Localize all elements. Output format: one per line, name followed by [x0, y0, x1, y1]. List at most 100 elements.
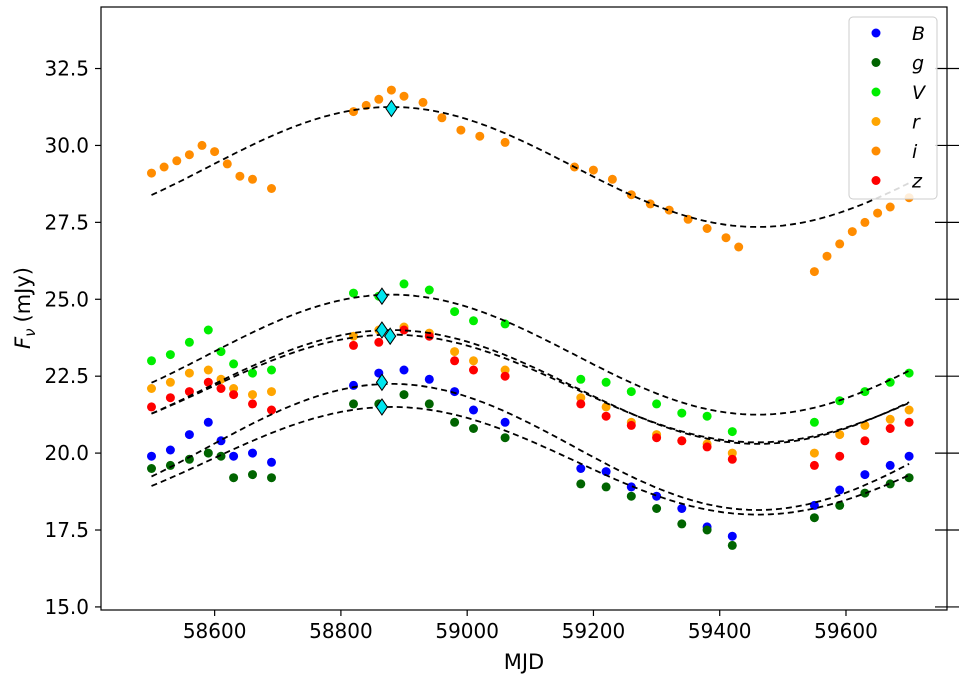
point-V-5: [229, 359, 239, 369]
y-axis-label-symbol: F: [11, 336, 35, 349]
point-g-7: [267, 473, 276, 483]
point-i-30: [809, 267, 819, 277]
point-z-20: [702, 442, 712, 452]
point-z-14: [500, 371, 510, 381]
point-z-0: [147, 402, 156, 412]
point-g-14: [500, 433, 510, 443]
point-g-15: [576, 479, 586, 489]
y-axis-label-subscript: ν: [21, 328, 39, 336]
point-z-7: [267, 405, 276, 415]
point-r-3: [203, 365, 213, 375]
point-z-13: [469, 365, 478, 375]
point-i-8: [248, 174, 257, 184]
point-B-8: [349, 380, 358, 390]
point-V-2: [184, 337, 194, 347]
point-i-29: [734, 242, 744, 252]
point-V-16: [601, 377, 611, 387]
point-i-15: [418, 97, 428, 107]
point-g-19: [677, 519, 687, 529]
point-r-26: [904, 405, 914, 415]
point-z-26: [904, 417, 914, 427]
peak-marker-4: [375, 373, 389, 392]
point-B-0: [147, 451, 156, 461]
point-g-24: [860, 488, 870, 498]
point-B-16: [601, 467, 611, 477]
point-B-13: [469, 405, 478, 415]
point-B-23: [835, 485, 845, 495]
point-V-13: [469, 316, 478, 326]
legend-marker-V: [871, 87, 881, 97]
point-z-8: [349, 340, 358, 350]
point-i-6: [222, 159, 232, 169]
legend-label-i: i: [912, 141, 918, 163]
point-z-2: [184, 387, 194, 397]
point-B-6: [248, 448, 257, 458]
point-V-1: [165, 350, 175, 360]
point-i-17: [456, 125, 466, 135]
point-z-16: [601, 411, 611, 421]
point-B-10: [399, 365, 409, 375]
point-z-3: [203, 377, 213, 387]
point-z-10: [399, 325, 409, 335]
point-i-12: [374, 94, 384, 104]
legend-label-V: V: [912, 82, 927, 104]
point-V-6: [248, 368, 257, 378]
point-z-17: [626, 420, 636, 430]
point-i-2: [172, 156, 182, 166]
x-tick-label-2: 59000: [435, 619, 499, 643]
point-i-18: [475, 131, 485, 141]
point-i-35: [873, 208, 883, 218]
point-B-7: [267, 457, 276, 467]
point-i-3: [184, 150, 194, 160]
y-axis-label-unit: (mJy): [11, 267, 35, 322]
point-i-34: [860, 217, 870, 227]
point-B-17: [626, 482, 636, 492]
peak-marker-1: [375, 287, 389, 306]
fit-curve-3: [151, 333, 910, 444]
point-i-21: [588, 165, 598, 175]
legend-box: [848, 16, 938, 200]
point-g-11: [424, 399, 434, 409]
y-tick-label-2: 20.0: [44, 441, 89, 465]
point-B-19: [677, 504, 687, 513]
point-g-17: [626, 491, 636, 501]
point-z-15: [576, 399, 586, 409]
point-B-22: [809, 500, 819, 510]
point-g-25: [885, 479, 895, 489]
peak-marker-5: [375, 398, 389, 416]
point-V-0: [147, 356, 156, 366]
peak-marker-0: [385, 99, 398, 118]
point-V-17: [626, 387, 636, 397]
y-tick-label-0: 15.0: [44, 595, 89, 619]
fit-curve-1: [151, 293, 910, 416]
x-tick-label-0: 58600: [183, 619, 247, 643]
peak-markers-layer: [375, 99, 398, 416]
fit-curve-0: [151, 106, 910, 228]
point-g-18: [652, 504, 662, 513]
point-B-12: [450, 387, 460, 397]
y-tick-label-3: 22.5: [44, 364, 89, 388]
plot-frame: [100, 6, 948, 611]
legend-marker-B: [871, 28, 881, 38]
point-V-19: [677, 408, 687, 418]
point-i-25: [664, 205, 674, 215]
x-tick-label-1: 58800: [309, 619, 373, 643]
point-V-18: [652, 399, 662, 409]
point-g-6: [248, 470, 257, 480]
point-B-24: [860, 470, 870, 480]
point-g-20: [702, 525, 712, 535]
point-i-19: [500, 137, 510, 147]
point-g-2: [184, 454, 194, 464]
y-tick-label-7: 32.5: [44, 57, 89, 81]
y-axis-label: Fν (mJy): [11, 267, 39, 349]
point-g-10: [399, 390, 409, 400]
point-B-11: [424, 374, 434, 384]
legend-label-g: g: [912, 53, 924, 75]
point-z-18: [652, 433, 662, 443]
legend-marker-i: [871, 146, 881, 156]
y-tick-label-5: 27.5: [44, 210, 89, 234]
point-g-5: [229, 473, 239, 483]
